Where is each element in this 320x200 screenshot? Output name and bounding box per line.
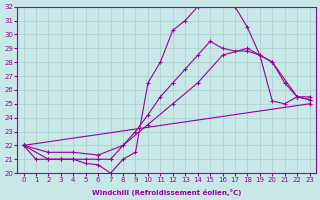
X-axis label: Windchill (Refroidissement éolien,°C): Windchill (Refroidissement éolien,°C) bbox=[92, 189, 241, 196]
